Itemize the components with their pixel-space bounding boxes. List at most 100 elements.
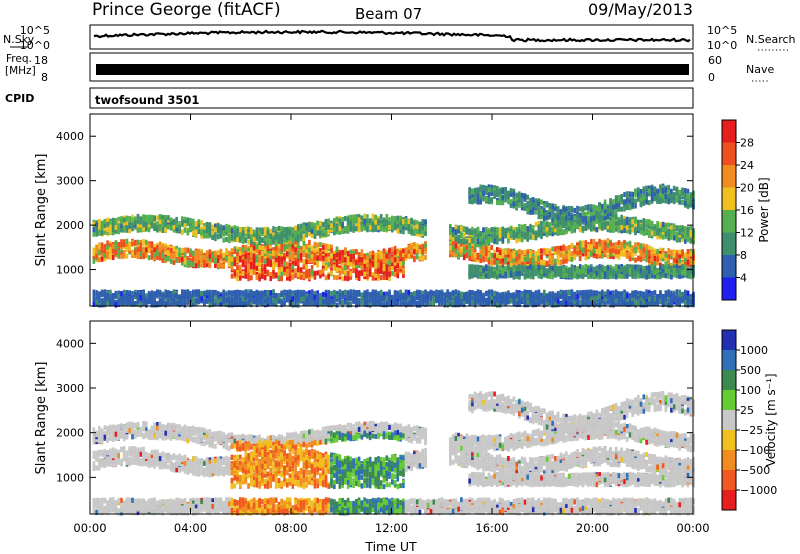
data-cell [377,261,380,267]
data-cell [222,252,225,258]
nave-label: Nave [746,63,774,76]
data-cell [274,298,278,304]
data-cell [357,260,361,266]
data-cell [291,256,295,262]
data-cell [391,257,394,263]
data-cell [346,264,350,270]
data-cell [288,289,292,295]
data-cell [501,262,505,268]
data-cell [473,192,477,197]
data-cell [252,296,256,302]
data-cell [363,301,366,307]
data-cell [349,289,353,295]
data-cell [183,302,187,308]
data-cell [302,240,306,246]
data-cell [106,221,109,227]
data-cell [183,299,187,305]
data-cell [269,240,272,246]
data-cell [363,225,366,231]
data-cell [415,253,419,259]
data-cell [161,257,165,263]
data-cell [203,233,206,238]
data-cell [269,250,272,256]
data-cell [473,292,477,298]
data-cell [496,253,499,259]
data-cell [103,247,107,253]
data-cell [487,300,491,306]
data-cell [244,260,248,266]
data-cell [496,200,499,206]
data-cell [520,254,524,260]
data-cell [382,296,386,302]
data-cell [313,227,317,233]
data-cell [150,294,154,300]
data-cell [402,260,405,266]
data-cell [139,295,143,300]
data-cell [330,302,333,308]
data-cell [225,237,228,242]
data-cell [106,251,109,257]
data-cell [103,244,107,250]
data-cell [460,233,463,239]
data-cell [501,226,505,232]
data-cell [216,262,220,268]
data-cell [509,261,513,267]
data-cell [485,273,488,279]
data-cell [167,301,170,307]
data-cell [244,251,248,256]
data-cell [183,255,187,261]
data-cell [316,222,319,228]
data-cell [269,228,272,234]
data-cell [100,246,104,252]
data-cell [454,225,458,231]
data-cell [344,269,347,275]
data-cell [518,296,521,302]
data-cell [227,254,231,260]
data-cell [239,275,242,281]
data-cell [391,227,394,233]
data-cell [355,290,358,296]
data-cell [321,247,325,253]
data-cell [368,254,372,259]
data-cell [98,250,101,256]
data-cell [98,297,101,303]
data-cell [382,269,386,275]
data-cell [236,276,239,282]
data-cell [247,289,250,295]
data-cell [349,255,353,261]
data-cell [518,254,521,260]
data-cell [288,247,292,253]
data-cell [344,292,347,298]
data-cell [509,249,513,254]
data-cell [490,295,494,301]
data-cell [200,258,203,264]
data-cell [335,275,339,281]
data-cell [192,251,195,256]
data-cell [515,301,518,307]
data-cell [272,226,275,232]
data-cell [330,291,333,296]
data-cell [421,219,424,225]
data-cell [504,266,507,272]
data-cell [100,256,104,262]
data-cell [241,253,245,259]
data-cell [145,222,148,228]
data-cell [286,294,289,300]
nave-tick-top: 60 [708,54,722,67]
data-cell [203,229,206,235]
data-cell [250,275,253,281]
data-cell [153,292,156,298]
data-cell [145,226,148,232]
data-cell [136,218,140,224]
data-cell [297,265,300,271]
data-cell [277,298,281,304]
data-cell [236,265,239,271]
data-cell [413,257,416,263]
data-cell [269,290,272,296]
data-cell [379,267,383,272]
data-cell [100,225,104,231]
data-cell [109,247,112,253]
data-cell [443,302,447,308]
data-cell [501,291,505,297]
data-cell [335,267,339,273]
